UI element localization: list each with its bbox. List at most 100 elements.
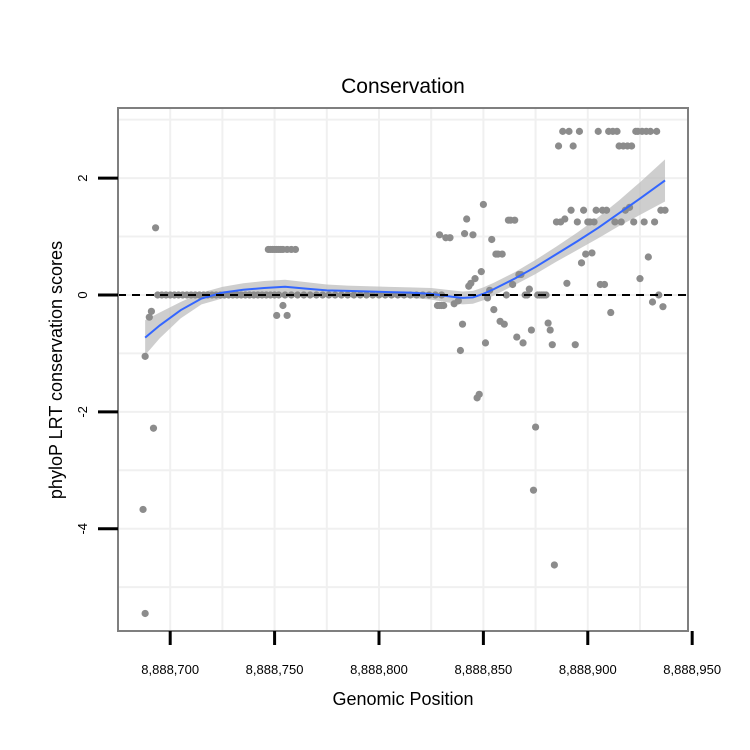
data-point — [529, 486, 538, 494]
data-point — [151, 224, 160, 232]
y-axis-label: phyloP LRT conservation scores — [46, 241, 66, 499]
smooth-fit-line — [144, 179, 666, 339]
data-point — [463, 215, 471, 223]
data-point — [147, 307, 156, 315]
data-point — [458, 320, 467, 328]
data-point — [575, 127, 584, 135]
data-point — [467, 279, 475, 287]
data-point — [559, 127, 567, 135]
data-point — [548, 341, 556, 349]
data-point — [602, 206, 611, 214]
x-tick-label: 8,888,800 — [350, 662, 408, 677]
grid-lines — [118, 108, 688, 631]
data-point — [509, 280, 517, 289]
data-point — [469, 231, 477, 239]
data-point — [567, 206, 575, 214]
data-point — [502, 291, 510, 299]
data-point — [573, 218, 581, 226]
data-point — [149, 424, 158, 432]
data-point — [483, 294, 492, 302]
data-point — [477, 268, 485, 276]
x-tick-label: 8,888,750 — [246, 662, 304, 677]
data-point — [546, 326, 554, 334]
y-tick-label: -2 — [75, 406, 90, 418]
data-point — [350, 291, 358, 299]
data-point — [590, 218, 598, 226]
plot-panel-border — [117, 107, 689, 632]
data-point — [446, 234, 454, 242]
data-point — [648, 298, 657, 306]
data-point — [460, 230, 469, 238]
data-point — [613, 127, 621, 135]
data-point — [563, 279, 571, 287]
data-points — [139, 127, 669, 618]
data-point — [640, 218, 648, 226]
data-point — [471, 275, 479, 283]
data-point — [511, 216, 519, 224]
data-point — [617, 218, 625, 226]
chart-title: Conservation — [341, 75, 465, 98]
data-point — [281, 291, 289, 299]
data-point — [500, 320, 508, 328]
data-point — [279, 301, 287, 310]
data-point — [531, 423, 540, 431]
smooth-line — [144, 179, 666, 339]
data-point — [588, 249, 596, 257]
data-point — [435, 231, 444, 239]
data-point — [636, 275, 644, 283]
data-point — [362, 291, 371, 299]
data-point — [139, 505, 147, 514]
data-point — [569, 142, 577, 150]
data-point — [554, 142, 563, 150]
data-point — [375, 291, 383, 299]
data-point — [141, 609, 149, 618]
data-point — [456, 346, 465, 355]
data-point — [561, 215, 569, 223]
data-point — [594, 127, 602, 135]
data-point — [571, 341, 579, 349]
data-point — [628, 142, 636, 150]
x-tick-label: 8,888,950 — [663, 662, 721, 677]
data-point — [475, 390, 483, 398]
data-point — [525, 285, 533, 293]
y-axis-ticks: 2 0 -2 -4 — [75, 175, 118, 535]
data-point — [145, 313, 153, 321]
data-point — [580, 206, 588, 214]
confidence-band-area — [145, 159, 666, 356]
data-point — [440, 301, 448, 310]
data-point — [291, 245, 300, 254]
data-point — [490, 306, 498, 314]
data-point — [498, 250, 506, 258]
data-point — [479, 200, 487, 209]
y-tick-label: 2 — [75, 175, 90, 182]
x-tick-label: 8,888,850 — [454, 662, 512, 677]
data-point — [550, 561, 558, 569]
data-point — [542, 291, 550, 299]
data-point — [337, 291, 346, 299]
data-point — [273, 311, 281, 320]
data-point — [454, 297, 462, 305]
data-point — [653, 127, 661, 135]
y-tick-label: 0 — [75, 291, 90, 298]
data-point — [283, 311, 291, 320]
x-axis-ticks: 8,888,700 8,888,750 8,888,800 8,888,850 8,88… — [141, 631, 721, 677]
x-axis-label: Genomic Position — [332, 689, 473, 709]
data-point — [655, 291, 663, 299]
data-point — [565, 127, 573, 135]
data-point — [481, 339, 490, 347]
data-point — [513, 333, 521, 341]
data-point — [592, 206, 600, 214]
data-point — [600, 280, 609, 289]
data-point — [488, 235, 496, 244]
x-tick-label: 8,888,900 — [559, 662, 617, 677]
data-point — [630, 218, 638, 226]
y-tick-label: -4 — [75, 523, 90, 535]
data-point — [544, 319, 552, 327]
data-point — [141, 352, 149, 360]
data-point — [577, 259, 586, 267]
data-point — [650, 218, 659, 226]
data-point — [607, 308, 615, 317]
data-point — [661, 206, 669, 214]
data-point — [527, 326, 536, 334]
